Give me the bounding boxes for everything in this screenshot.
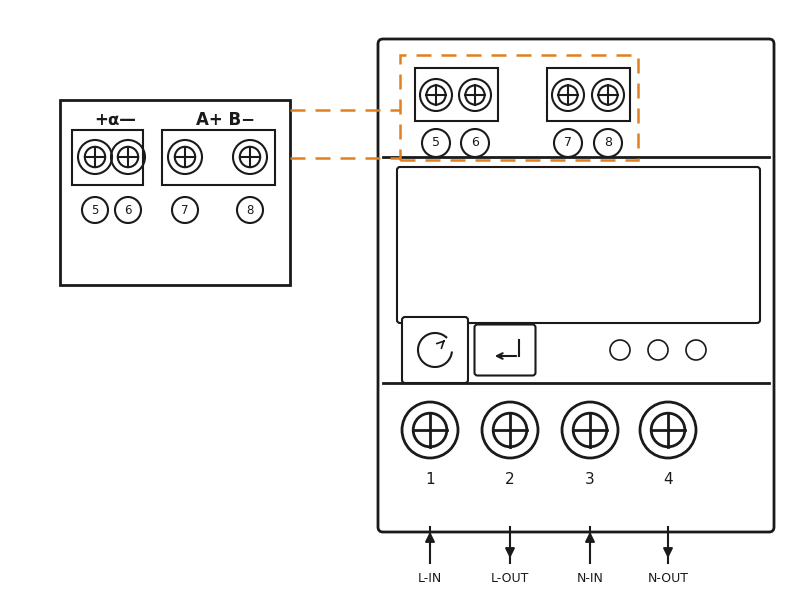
Text: L-OUT: L-OUT [491,571,529,584]
Bar [60,100,290,285]
Text: 5: 5 [432,137,440,150]
Text: 1: 1 [425,472,435,488]
Text: 6: 6 [471,137,479,150]
Text: 7: 7 [182,203,189,216]
Bar [162,130,275,185]
Text: A+ B−: A+ B− [195,111,254,129]
Text: L-IN: L-IN [418,571,442,584]
Bar [547,68,630,121]
Bar [400,55,638,160]
Bar [415,68,498,121]
Bar [72,130,143,185]
Text: 5: 5 [91,203,98,216]
Text: N-IN: N-IN [577,571,603,584]
Text: 7: 7 [564,137,572,150]
Text: 3: 3 [585,472,595,488]
Text: 8: 8 [604,137,612,150]
FancyBboxPatch shape [474,324,535,375]
Text: 6: 6 [124,203,132,216]
Text: N-OUT: N-OUT [647,571,689,584]
Text: +⍺—: +⍺— [94,111,136,129]
Text: 2: 2 [505,472,515,488]
Text: 8: 8 [246,203,254,216]
FancyBboxPatch shape [402,317,468,383]
FancyBboxPatch shape [378,39,774,532]
Text: 4: 4 [663,472,673,488]
FancyBboxPatch shape [397,167,760,323]
